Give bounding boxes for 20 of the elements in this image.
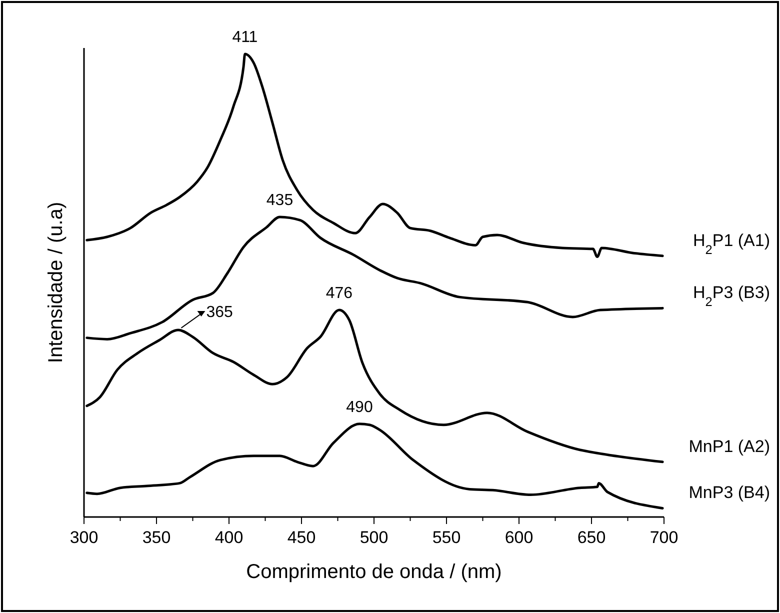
y-axis-title: Intensidade / (u.a) (45, 202, 67, 364)
x-tick-label: 600 (504, 528, 534, 547)
x-tick-label: 400 (214, 528, 244, 547)
annotation: 365 (206, 304, 234, 321)
x-axis-title: Comprimento de onda / (nm) (246, 561, 502, 583)
x-tick-label: 550 (432, 528, 461, 547)
x-tick-label: 450 (287, 528, 316, 547)
series-label: MnP3 (B4) (688, 483, 770, 502)
annotation: 476 (326, 285, 353, 302)
series-label: H$_{2}$P3 (B3) (692, 283, 770, 309)
x-tick-label: 500 (360, 528, 388, 547)
x-tick-label: 650 (577, 528, 606, 547)
series-label: MnP1 (A2) (688, 436, 770, 456)
x-tick-label: 300 (70, 528, 98, 547)
annotation: 411 (232, 29, 258, 46)
annotation: 490 (346, 398, 373, 416)
annotation: 435 (266, 192, 294, 209)
x-tick-label: 700 (650, 528, 678, 547)
series-label: H$_{2}$P1 (A1) (692, 230, 770, 256)
x-tick-label: 350 (142, 528, 171, 547)
